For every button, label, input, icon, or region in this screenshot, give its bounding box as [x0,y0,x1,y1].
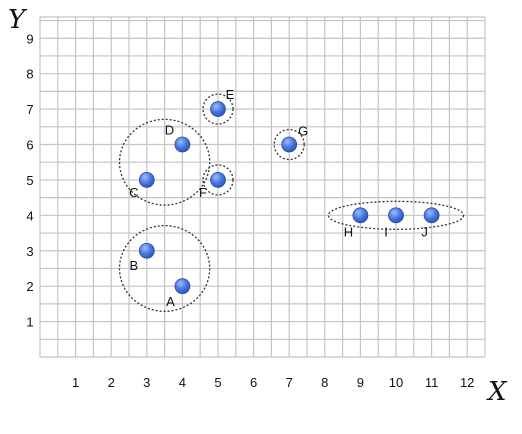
data-points: A B C D E F G H I J [129,87,440,309]
data-point [138,242,155,259]
x-tick-label: 9 [357,375,364,390]
point-label: F [199,185,207,200]
y-tick-label: 4 [26,208,33,223]
data-point [138,172,155,188]
point-label: A [166,294,175,309]
y-tick-label: 5 [26,173,33,188]
x-tick-label: 8 [321,375,328,390]
point-label: I [384,224,388,239]
data-point [210,172,226,188]
point-label: C [129,185,138,200]
point-label: E [226,87,235,102]
x-tick-label: 4 [179,375,186,390]
y-tick-label: 1 [26,315,33,330]
y-tick-label: 2 [26,279,33,294]
point-label: J [421,224,428,239]
y-tick-label: 3 [26,244,33,259]
cluster-ring [118,118,211,206]
x-tick-label: 3 [143,375,150,390]
cluster-ring [118,224,211,312]
x-axis-title: X [486,377,508,407]
x-tick-label: 10 [389,375,403,390]
x-tick-label: 6 [250,375,257,390]
x-tick-label: 1 [72,375,79,390]
cluster-ring [202,164,234,196]
data-point [174,136,191,153]
x-tick-label: 12 [460,375,474,390]
y-tick-label: 6 [26,138,33,153]
grid [39,16,486,358]
data-point [281,136,298,153]
cluster-rings [118,93,465,312]
y-tick-label: 8 [26,67,33,82]
x-tick-label: 5 [214,375,221,390]
point-label: D [165,123,174,138]
cluster-ring [273,128,305,161]
point-label: G [298,124,308,139]
y-tick-label: 9 [26,31,33,46]
x-tick-label: 2 [108,375,115,390]
data-point [210,101,226,117]
x-tick-label: 7 [286,375,293,390]
data-point [174,278,191,295]
data-point [388,207,404,224]
data-point [352,207,369,224]
y-axis-title: Y [8,5,28,35]
point-label: H [344,224,353,239]
y-tick-label: 7 [26,102,33,117]
cluster-ring [202,93,234,125]
cluster-ring [327,200,465,230]
x-tick-label: 11 [425,375,439,390]
point-label: B [129,258,138,273]
data-point [423,207,440,224]
